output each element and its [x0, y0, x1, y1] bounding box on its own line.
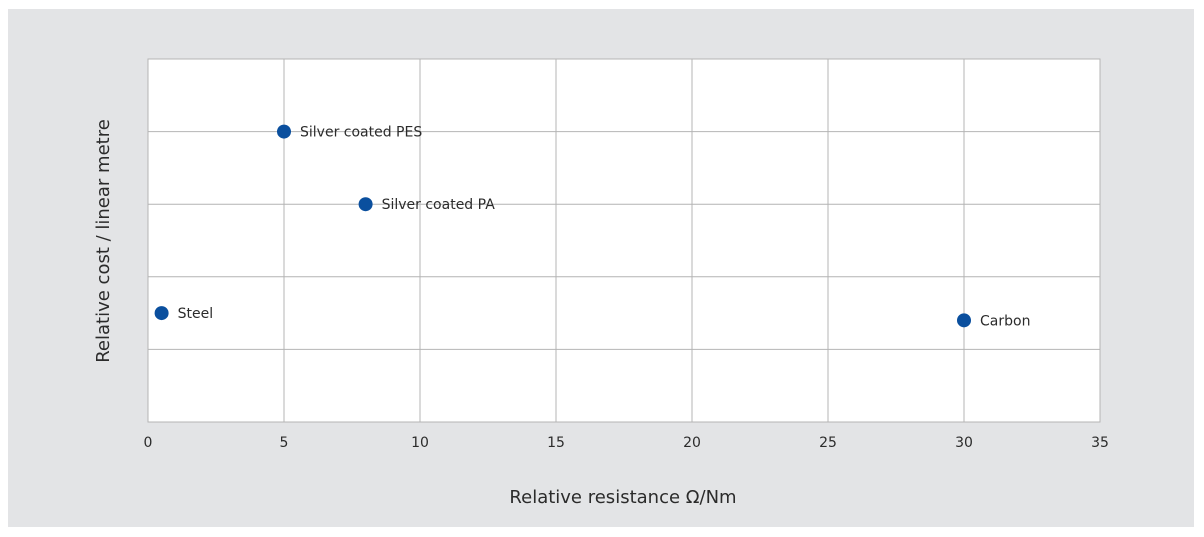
data-point	[358, 197, 373, 212]
data-point	[154, 306, 169, 321]
x-axis-ticks: 0 5 10 15 20 25 30 35	[144, 435, 1109, 451]
x-tick-label: 0	[144, 435, 153, 451]
data-point-label: Silver coated PA	[382, 197, 496, 213]
x-tick-label: 30	[955, 435, 973, 451]
x-tick-label: 20	[683, 435, 701, 451]
x-tick-label: 15	[547, 435, 565, 451]
data-point-label: Silver coated PES	[300, 125, 422, 141]
data-points: Silver coated PES Silver coated PA Steel Ca…	[154, 124, 1030, 329]
x-tick-label: 5	[280, 435, 289, 451]
y-axis-label: Relative cost / linear metre	[93, 119, 114, 363]
plot-area: Silver coated PES Silver coated PA Steel Ca…	[147, 58, 1101, 423]
x-tick-label: 10	[411, 435, 429, 451]
grid	[148, 58, 1100, 422]
data-point-label: Steel	[178, 306, 214, 322]
x-axis-label: Relative resistance Ω/Nm	[509, 487, 736, 508]
x-tick-label: 25	[819, 435, 837, 451]
x-tick-label: 35	[1091, 435, 1109, 451]
data-point-label: Carbon	[980, 313, 1030, 329]
data-point	[957, 313, 971, 328]
data-point	[277, 124, 291, 139]
plot-background	[147, 58, 1101, 423]
